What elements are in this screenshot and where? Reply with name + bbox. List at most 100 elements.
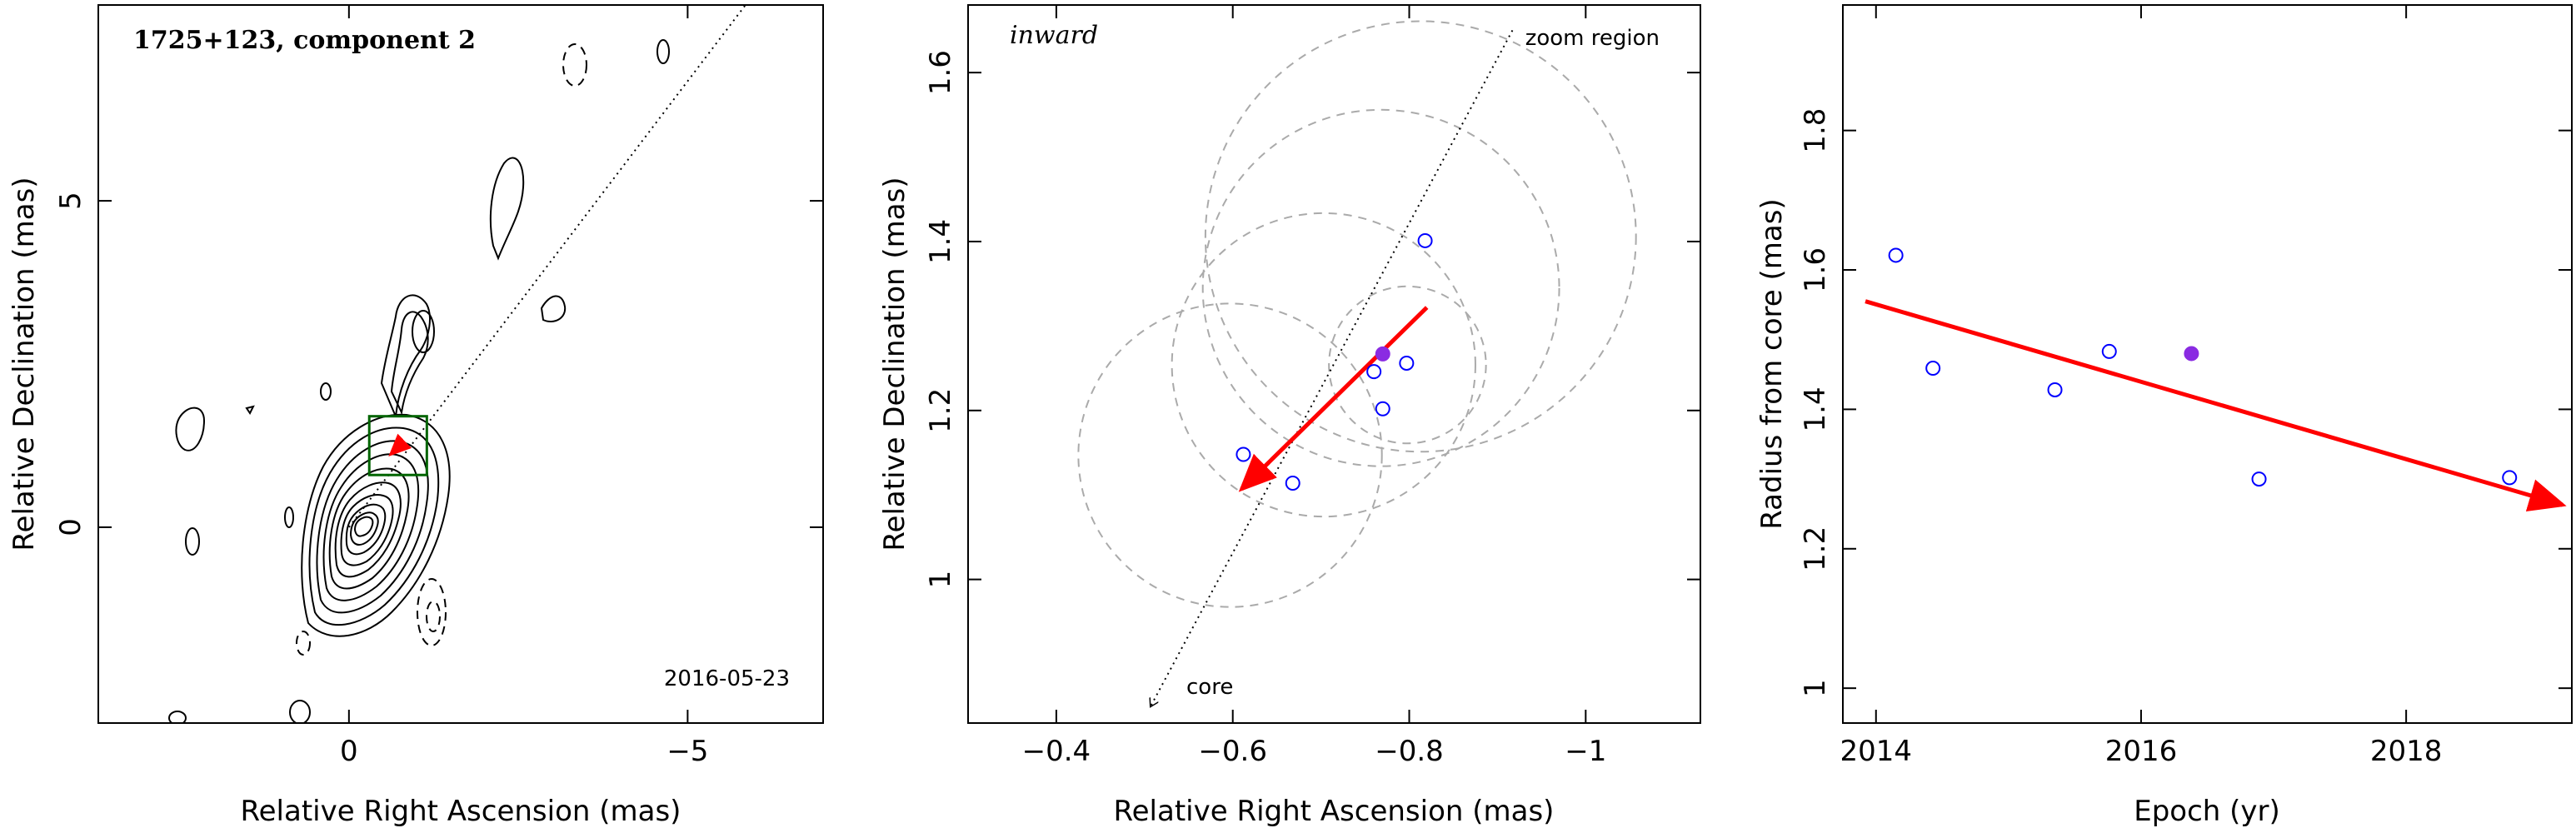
data-point [1236,446,1251,462]
data-point [2101,343,2117,359]
east-blob-contour [175,407,206,451]
y-ticks: 1 1.2 1.4 1.6 1.8 [1799,108,2572,697]
contour-layer [168,5,747,723]
panel-radius-epoch: 2014 2016 2018 1 1.2 1.4 1.6 1.8 Epoch (yr) Ra… [1755,4,2573,828]
data-point [1925,361,1941,377]
top-contour [656,39,670,64]
plot-frame [97,4,824,724]
y-tick-label: 1 [1799,679,1832,697]
panel-title: 1725+123, component 2 [133,26,476,55]
contour-2 [308,426,440,626]
data-point [1375,401,1390,416]
data-point-filled [1375,346,1390,362]
y-tick-label: 1.6 [924,50,957,95]
data-point [1888,247,1904,263]
markers [1236,232,1433,491]
panel-contour-map: 0 −5 05 1725+123, component 2 2016-05-23 … [7,4,824,828]
small-contour-c [284,506,294,528]
neg-contour-1 [417,578,447,646]
neg-contour-3 [562,43,587,87]
y-tick-label: 1.8 [1799,108,1832,153]
x-ticks: 0 −5 [340,5,708,768]
x-tick-label: 2016 [2105,735,2178,768]
y-tick-label: 1.4 [1799,387,1832,431]
core-contours [168,39,670,723]
jet-knot-contour [412,310,435,353]
fit-circle [1171,212,1476,518]
contour-3 [316,440,429,614]
jet-axis-line [1151,29,1514,706]
x-tick-label: −0.6 [1198,735,1267,768]
contour-6 [334,481,402,578]
trend-arrow [1865,299,2567,512]
x-tick-label: −5 [666,735,708,768]
x-axis-label: Relative Right Ascension (mas) [1114,795,1555,828]
jet-contour-1 [380,294,431,417]
contour-outer [301,413,451,637]
data-point [1417,232,1433,248]
contour-9 [349,511,379,546]
inward-annotation: inward [1010,21,1098,50]
tiny-contour [245,405,255,415]
data-point [2502,470,2518,486]
fit-circles [1077,20,1637,608]
fit-circle [1328,285,1487,445]
contour-8 [345,503,387,556]
data-point-filled [2184,346,2199,362]
y-tick-label: 1.2 [924,388,957,433]
x-axis-label: Relative Right Ascension (mas) [241,795,681,828]
contour-5 [328,467,410,590]
fit-circle [1077,302,1383,608]
zoom-plot-area [1077,20,1637,706]
y-tick-label: 5 [54,192,87,210]
y-axis-label: Relative Declination (mas) [7,177,41,551]
x-ticks: 2014 2016 2018 [1840,5,2443,768]
zoom-region-label: zoom region [1525,26,1660,51]
y-axis-label: Radius from core (mas) [1755,198,1789,529]
markers [1888,247,2518,487]
x-tick-label: −0.8 [1375,735,1444,768]
data-point [1399,355,1415,371]
data-point [2251,471,2267,487]
neg-contour-2 [296,631,311,656]
jet-axis-line [348,5,747,528]
small-contour-b [320,382,332,401]
fit-circle [1204,20,1637,453]
motion-arrow [1238,306,1429,492]
data-point [1285,475,1300,491]
plot-frame [1842,4,2573,724]
y-tick-label: 1.6 [1799,247,1832,292]
zoom-box [367,415,428,476]
small-contour-e [168,711,187,723]
plot-frame [967,4,1701,724]
northwest-contour [540,295,567,322]
x-tick-label: 2014 [1840,735,1913,768]
y-tick-label: 1.4 [924,219,957,264]
data-point [1366,364,1382,380]
motion-arrow [388,433,412,457]
contour-4 [322,453,420,601]
negative-contours [296,43,587,656]
core-label: core [1186,675,1233,700]
y-ticks: 1 1.2 1.4 1.6 [924,50,1700,588]
epoch-date: 2016-05-23 [664,666,790,691]
data-point [2047,382,2063,397]
contour-10 [353,516,374,537]
x-ticks: −0.4 −0.6 −0.8 −1 [1022,5,1606,768]
radius-plot-area [1865,247,2567,512]
x-tick-label: −0.4 [1022,735,1091,768]
small-contour-a [185,527,200,556]
x-tick-label: 0 [340,735,358,768]
jet-blob-contour [489,157,525,261]
small-contour-d [289,700,311,723]
x-tick-label: 2018 [2370,735,2443,768]
x-tick-label: −1 [1565,735,1606,768]
x-axis-label: Epoch (yr) [2134,795,2280,828]
y-axis-label: Relative Declination (mas) [878,177,911,551]
fit-circle [1201,108,1560,467]
y-ticks: 05 [54,192,823,536]
contour-7 [340,494,394,566]
neg-contour-1-inner [426,601,441,632]
panel-zoom: −0.4 −0.6 −0.8 −1 1 1.2 1.4 1.6 inward zoom re… [878,4,1701,828]
